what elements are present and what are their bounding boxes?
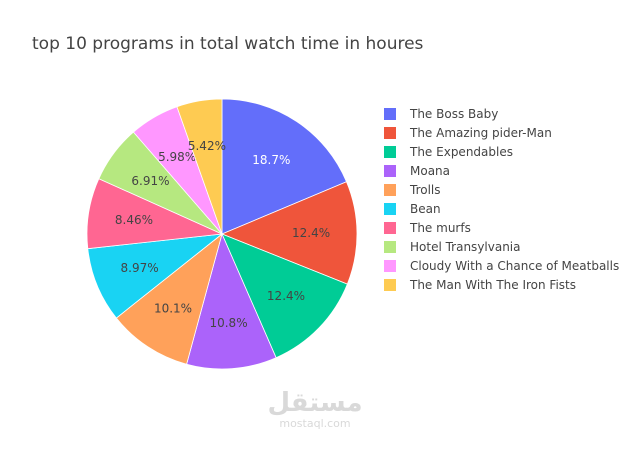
legend-item[interactable]: Bean: [384, 199, 619, 218]
slice-label: 5.42%: [188, 139, 226, 153]
slice-label: 18.7%: [252, 153, 290, 167]
legend-label: Cloudy With a Chance of Meatballs: [410, 258, 620, 273]
legend[interactable]: The Boss Baby The Amazing pider-Man The Ex…: [384, 104, 619, 294]
slice-label: 8.97%: [121, 261, 159, 275]
pie-slice[interactable]: [186, 232, 277, 370]
watermark: مستقل mostaql.com: [255, 388, 375, 430]
slice-label: 10.1%: [154, 301, 192, 315]
legend-label: The Man With The Iron Fists: [410, 277, 576, 292]
legend-swatch: [384, 126, 396, 139]
chart-title: top 10 programs in total watch time in h…: [32, 34, 424, 54]
slice-label: 8.46%: [115, 213, 153, 227]
legend-label: The Boss Baby: [410, 106, 499, 121]
watermark-arabic: مستقل: [267, 388, 363, 418]
legend-swatch: [384, 259, 396, 272]
legend-label: The Amazing pider-Man: [410, 125, 552, 140]
legend-label: Trolls: [410, 182, 441, 197]
legend-swatch: [384, 202, 396, 215]
legend-item[interactable]: The Man With The Iron Fists: [384, 275, 619, 294]
legend-swatch: [384, 278, 396, 291]
legend-item[interactable]: Moana: [384, 161, 619, 180]
slice-label: 10.8%: [209, 316, 247, 330]
pie-slice[interactable]: [176, 98, 223, 235]
slice-label: 12.4%: [267, 289, 305, 303]
watermark-latin: mostaql.com: [279, 417, 351, 430]
legend-swatch: [384, 164, 396, 177]
pie-slice[interactable]: [221, 98, 347, 235]
slice-label: 6.91%: [131, 174, 169, 188]
legend-item[interactable]: The Boss Baby: [384, 104, 619, 123]
slice-label: 12.4%: [292, 226, 330, 240]
legend-swatch: [384, 183, 396, 196]
legend-swatch: [384, 145, 396, 158]
legend-item[interactable]: Cloudy With a Chance of Meatballs: [384, 256, 619, 275]
slice-label: 5.98%: [158, 150, 196, 164]
legend-item[interactable]: The Amazing pider-Man: [384, 123, 619, 142]
pie-slice[interactable]: [220, 181, 358, 285]
legend-label: Bean: [410, 201, 441, 216]
legend-label: Hotel Transylvania: [410, 239, 521, 254]
legend-swatch: [384, 221, 396, 234]
legend-label: Moana: [410, 163, 451, 178]
legend-swatch: [384, 240, 396, 253]
legend-item[interactable]: Hotel Transylvania: [384, 237, 619, 256]
pie-slice[interactable]: [221, 233, 348, 359]
legend-item[interactable]: Trolls: [384, 180, 619, 199]
legend-label: The murfs: [410, 220, 471, 235]
legend-swatch: [384, 107, 396, 120]
pie-slice[interactable]: [115, 232, 223, 365]
legend-item[interactable]: The Expendables: [384, 142, 619, 161]
legend-item[interactable]: The murfs: [384, 218, 619, 237]
legend-label: The Expendables: [410, 144, 513, 159]
